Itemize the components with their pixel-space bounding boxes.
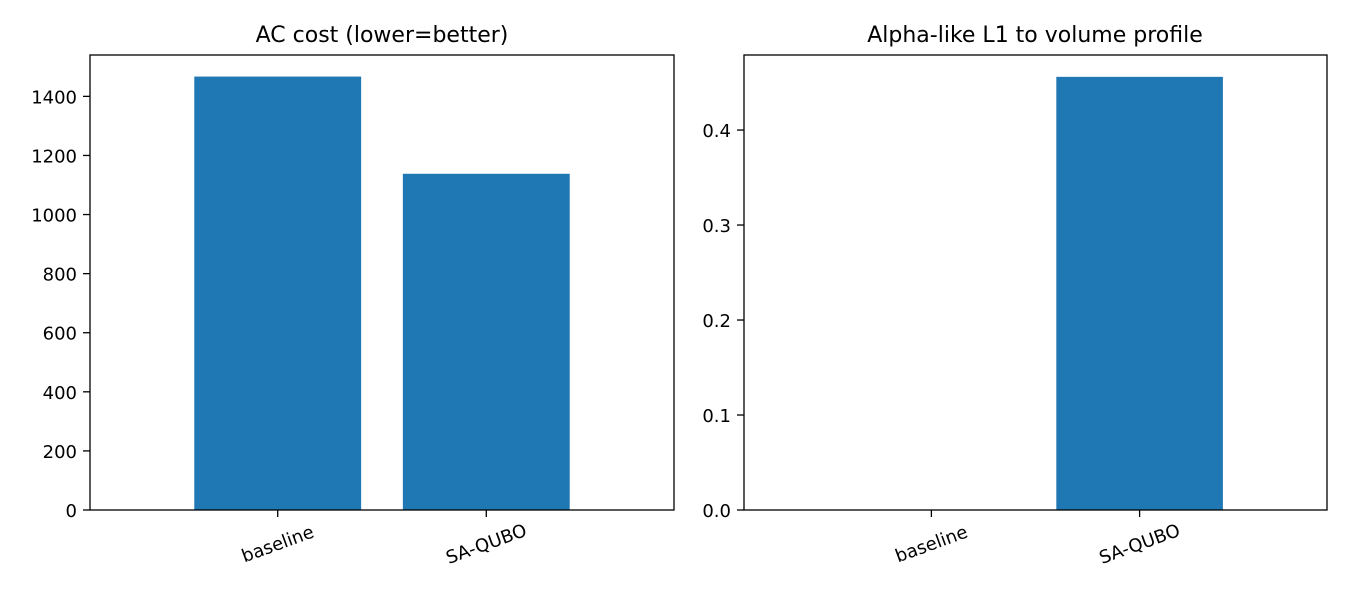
chart-title: Alpha-like L1 to volume profile	[867, 23, 1203, 48]
y-tick-label: 0	[66, 501, 77, 522]
x-tick-label: SA-QUBO	[1097, 520, 1183, 569]
plot-frame	[89, 54, 675, 511]
y-tick-label: 200	[43, 442, 77, 463]
chart-title: AC cost (lower=better)	[256, 23, 509, 48]
y-tick-label: 0.1	[702, 406, 731, 427]
y-tick-label: 600	[43, 324, 77, 345]
x-tick-label: baseline	[893, 522, 971, 568]
bar-sa-qubo	[1056, 76, 1223, 511]
plot-frame	[743, 54, 1328, 511]
bar-baseline	[194, 76, 362, 511]
y-axis: 0 200 400 600 800 1000 1200 1400	[31, 87, 90, 522]
bars-group	[194, 76, 570, 511]
y-tick-label: 1000	[31, 206, 77, 227]
y-tick-label: 400	[43, 383, 77, 404]
x-axis: baseline SA-QUBO	[239, 510, 530, 569]
y-tick-label: 800	[43, 265, 77, 286]
y-tick-label: 1400	[31, 87, 77, 108]
chart-ac-cost: AC cost (lower=better) 0 200 400 600 800 1000…	[31, 23, 675, 569]
y-axis: 0.0 0.1 0.2 0.3 0.4	[702, 121, 744, 522]
y-tick-label: 1200	[31, 146, 77, 167]
y-tick-label: 0.4	[702, 121, 731, 142]
x-axis: baseline SA-QUBO	[893, 510, 1183, 569]
chart-alpha-l1: Alpha-like L1 to volume profile 0.00.10.…	[702, 23, 1328, 569]
y-tick-label: 0.3	[702, 216, 731, 237]
x-tick-label: baseline	[239, 522, 317, 568]
x-tick-label: SA-QUBO	[443, 520, 529, 569]
y-tick-label: 0.0	[702, 501, 731, 522]
bars-group	[1056, 76, 1223, 511]
bar-sa-qubo	[402, 173, 570, 511]
y-tick-label: 0.2	[702, 311, 731, 332]
